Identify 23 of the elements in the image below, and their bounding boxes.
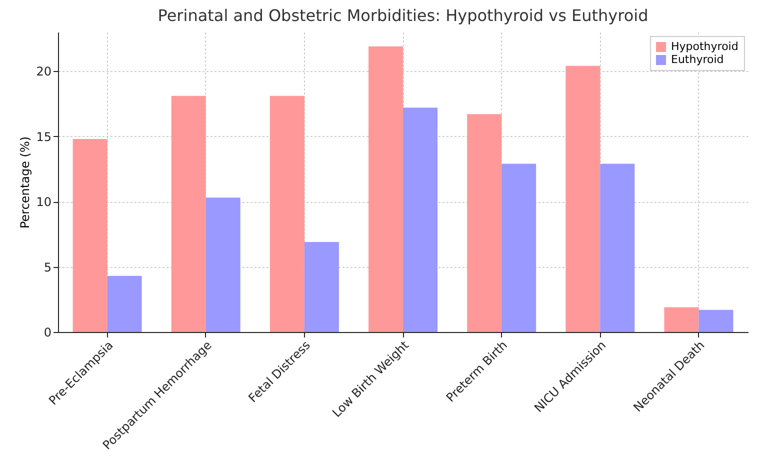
bar <box>171 96 206 332</box>
bar <box>600 164 635 332</box>
y-tick-label: 15 <box>36 130 52 144</box>
bar <box>664 307 699 332</box>
bar <box>72 138 108 332</box>
bar <box>502 164 536 332</box>
bar <box>107 276 142 332</box>
legend-label: Euthyroid <box>671 53 724 66</box>
legend-label: Hypothyroid <box>671 40 738 53</box>
bar <box>698 310 734 332</box>
y-tick-label: 5 <box>44 260 52 274</box>
bar <box>206 198 240 332</box>
bar <box>467 114 502 332</box>
bar <box>368 46 403 332</box>
bar <box>403 108 438 332</box>
chart-title: Perinatal and Obstetric Morbidities: Hypothyroid vs Euthyroid <box>158 6 648 25</box>
bar <box>270 96 304 332</box>
y-tick-label: 10 <box>36 195 52 210</box>
y-tick-label: 0 <box>44 326 52 340</box>
y-tick-label: 20 <box>36 64 52 79</box>
y-axis-title: Percentage (%) <box>18 136 32 229</box>
bar <box>566 66 600 332</box>
bar <box>304 242 339 332</box>
